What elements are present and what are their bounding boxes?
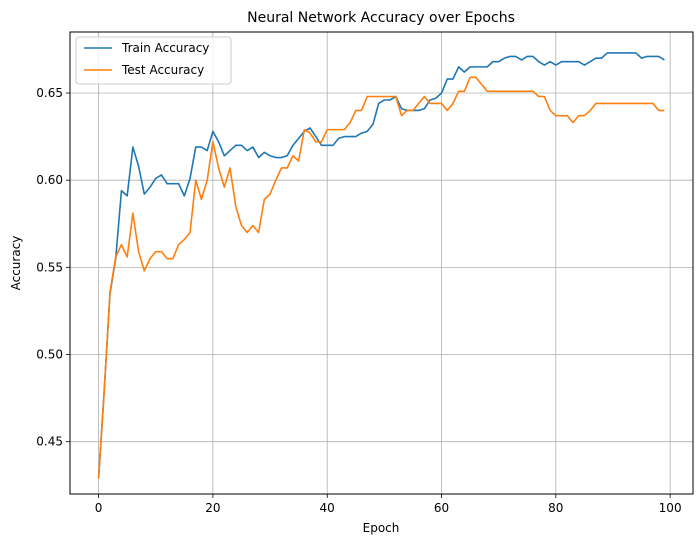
plot-frame bbox=[69, 31, 694, 495]
test-accuracy-line bbox=[97, 76, 665, 479]
legend-box bbox=[75, 36, 232, 85]
y-tick-label: 0.55 bbox=[36, 260, 63, 274]
x-tick-label: 60 bbox=[434, 501, 449, 515]
tick-layer: 0 20 40 60 80 100 0.45 0.50 0.55 0.60 0.65 bbox=[36, 86, 681, 515]
x-tick-label: 100 bbox=[659, 501, 682, 515]
y-tick-label: 0.60 bbox=[36, 173, 63, 187]
series-layer bbox=[97, 52, 665, 479]
x-tick-label: 0 bbox=[95, 501, 103, 515]
grid-layer bbox=[70, 32, 693, 494]
x-tick-label: 20 bbox=[205, 501, 220, 515]
legend-test-label: Test Accuracy bbox=[121, 63, 204, 77]
legend: Train Accuracy Test Accuracy bbox=[75, 36, 232, 85]
x-axis-label: Epoch bbox=[363, 521, 400, 535]
x-tick-label: 80 bbox=[548, 501, 563, 515]
x-tick-label: 40 bbox=[320, 501, 335, 515]
y-tick-label: 0.65 bbox=[36, 86, 63, 100]
legend-train-label: Train Accuracy bbox=[121, 41, 209, 55]
y-axis-label: Accuracy bbox=[9, 236, 23, 291]
chart-title: Neural Network Accuracy over Epochs bbox=[247, 10, 515, 26]
y-tick-label: 0.50 bbox=[36, 348, 63, 362]
train-accuracy-line bbox=[97, 52, 665, 479]
y-tick-label: 0.45 bbox=[36, 435, 63, 449]
